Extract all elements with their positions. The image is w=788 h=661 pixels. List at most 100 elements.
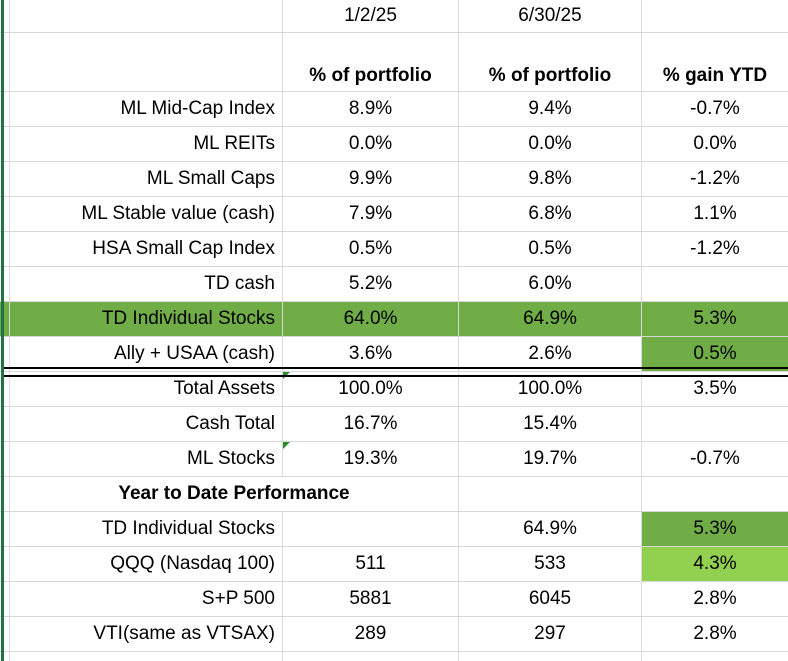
row-hsa-small-cap-index: HSA Small Cap Index 0.5% 0.5% -1.2% — [0, 232, 788, 267]
cell-label[interactable]: TD cash — [10, 267, 283, 302]
cell-jun-value[interactable]: 6045 — [459, 582, 642, 617]
row-sp-500: S+P 500 5881 6045 2.8% — [0, 582, 788, 617]
cell-jan-value[interactable]: 64.0% — [283, 302, 459, 337]
header-pct-portfolio-jan[interactable]: % of portfolio — [283, 33, 459, 92]
cell-ytd-gain[interactable]: 4.3% — [642, 547, 788, 582]
cell-ytd-gain[interactable]: 2.8% — [642, 582, 788, 617]
row-ml-stable-value: ML Stable value (cash) 7.9% 6.8% 1.1% — [0, 197, 788, 232]
cell-ytd-gain[interactable]: 0.5% — [642, 337, 788, 372]
row-ml-reits: ML REITs 0.0% 0.0% 0.0% — [0, 127, 788, 162]
row-section-header: Year to Date Performance — [0, 477, 788, 512]
cell-ytd-gain[interactable]: -1.2% — [642, 232, 788, 267]
cell-margin — [0, 407, 10, 442]
cell-ytd-gain[interactable] — [642, 407, 788, 442]
cell-jun-value[interactable]: 100.0% — [459, 372, 642, 407]
row-ml-small-caps: ML Small Caps 9.9% 9.8% -1.2% — [0, 162, 788, 197]
cell-margin — [0, 127, 10, 162]
cell-ytd-gain[interactable]: 1.1% — [642, 197, 788, 232]
cell-label[interactable]: S+P 500 — [10, 582, 283, 617]
cell-margin — [0, 33, 10, 92]
row-ally-usaa-cash: Ally + USAA (cash) 3.6% 2.6% 0.5% — [0, 337, 788, 372]
cell-margin — [0, 582, 10, 617]
cell-jan-value[interactable]: 0.0% — [283, 127, 459, 162]
cell-label[interactable]: TD Individual Stocks — [10, 512, 283, 547]
row-td-individual-stocks: TD Individual Stocks 64.0% 64.9% 5.3% — [0, 302, 788, 337]
header-pct-portfolio-jun[interactable]: % of portfolio — [459, 33, 642, 92]
cell-ytd-gain[interactable]: -0.7% — [642, 92, 788, 127]
cell-label[interactable] — [10, 33, 283, 92]
cell-ytd-gain[interactable]: 5.3% — [642, 302, 788, 337]
cell-blank[interactable] — [283, 652, 459, 661]
section-title[interactable]: Year to Date Performance — [10, 477, 459, 512]
cell-margin — [0, 512, 10, 547]
row-td-cash: TD cash 5.2% 6.0% — [0, 267, 788, 302]
cell-blank[interactable] — [642, 0, 788, 33]
cell-jan-value[interactable]: 100.0% — [283, 372, 459, 407]
cell-jun-value[interactable]: 533 — [459, 547, 642, 582]
cell-label[interactable]: TD Individual Stocks — [10, 302, 283, 337]
cell-jan-value[interactable] — [283, 512, 459, 547]
cell-jan-value[interactable]: 5.2% — [283, 267, 459, 302]
cell-jan-value[interactable]: 8.9% — [283, 92, 459, 127]
cell-margin — [0, 267, 10, 302]
cell-jan-value[interactable]: 19.3% — [283, 442, 459, 477]
cell-label[interactable]: HSA Small Cap Index — [10, 232, 283, 267]
cell-jun-value[interactable]: 19.7% — [459, 442, 642, 477]
cell-jan-value[interactable]: 0.5% — [283, 232, 459, 267]
cell-jun-value[interactable]: 9.8% — [459, 162, 642, 197]
cell-ytd-gain[interactable]: -0.7% — [642, 442, 788, 477]
cell-label[interactable]: ML REITs — [10, 127, 283, 162]
cell-margin — [0, 372, 10, 407]
cell-jan-value[interactable]: 3.6% — [283, 337, 459, 372]
row-ml-mid-cap-index: ML Mid-Cap Index 8.9% 9.4% -0.7% — [0, 92, 788, 127]
cell-jan-value[interactable]: 9.9% — [283, 162, 459, 197]
cell-jun-value[interactable]: 0.5% — [459, 232, 642, 267]
cell-jun-value[interactable]: 0.0% — [459, 127, 642, 162]
error-indicator-icon — [283, 442, 290, 449]
row-vti: VTI(same as VTSAX) 289 297 2.8% — [0, 617, 788, 652]
cell-jun-value[interactable]: 6.8% — [459, 197, 642, 232]
cell-ytd-gain[interactable] — [642, 477, 788, 512]
cell-ytd-gain[interactable]: 2.8% — [642, 617, 788, 652]
cell-jan-value[interactable]: 511 — [283, 547, 459, 582]
cell-label[interactable]: QQQ (Nasdaq 100) — [10, 547, 283, 582]
cell-jun-value[interactable] — [459, 477, 642, 512]
cell-label[interactable] — [10, 0, 283, 33]
row-empty-partial — [0, 652, 788, 661]
cell-label[interactable]: ML Mid-Cap Index — [10, 92, 283, 127]
cell-jan-value[interactable]: 7.9% — [283, 197, 459, 232]
cell-label[interactable]: Ally + USAA (cash) — [10, 337, 283, 372]
cell-jun-value[interactable]: 2.6% — [459, 337, 642, 372]
cell-jun-value[interactable]: 64.9% — [459, 302, 642, 337]
header-pct-gain-ytd[interactable]: % gain YTD — [642, 33, 788, 92]
cell-label[interactable]: Total Assets — [10, 372, 283, 407]
cell-date-jan[interactable]: 1/2/25 — [283, 0, 459, 33]
cell-margin — [0, 197, 10, 232]
row-dates: 1/2/25 6/30/25 — [0, 0, 788, 33]
cell-ytd-gain[interactable]: 5.3% — [642, 512, 788, 547]
cell-jun-value[interactable]: 15.4% — [459, 407, 642, 442]
cell-label[interactable]: ML Stable value (cash) — [10, 197, 283, 232]
cell-label[interactable]: ML Small Caps — [10, 162, 283, 197]
cell-jan-value[interactable]: 289 — [283, 617, 459, 652]
cell-blank[interactable] — [459, 652, 642, 661]
cell-ytd-gain[interactable]: 0.0% — [642, 127, 788, 162]
cell-label[interactable]: Cash Total — [10, 407, 283, 442]
cell-label[interactable]: VTI(same as VTSAX) — [10, 617, 283, 652]
row-ml-stocks: ML Stocks 19.3% 19.7% -0.7% — [0, 442, 788, 477]
cell-jun-value[interactable]: 297 — [459, 617, 642, 652]
cell-ytd-gain[interactable] — [642, 267, 788, 302]
cell-jan-value[interactable]: 16.7% — [283, 407, 459, 442]
cell-date-jun[interactable]: 6/30/25 — [459, 0, 642, 33]
cell-jan-value[interactable]: 5881 — [283, 582, 459, 617]
cell-ytd-gain[interactable]: -1.2% — [642, 162, 788, 197]
cell-value-text: 100.0% — [338, 378, 403, 399]
cell-blank[interactable] — [642, 652, 788, 661]
cell-jun-value[interactable]: 64.9% — [459, 512, 642, 547]
cell-ytd-gain[interactable]: 3.5% — [642, 372, 788, 407]
cell-blank[interactable] — [10, 652, 283, 661]
cell-jun-value[interactable]: 9.4% — [459, 92, 642, 127]
cell-margin — [0, 302, 10, 337]
cell-label[interactable]: ML Stocks — [10, 442, 283, 477]
cell-jun-value[interactable]: 6.0% — [459, 267, 642, 302]
